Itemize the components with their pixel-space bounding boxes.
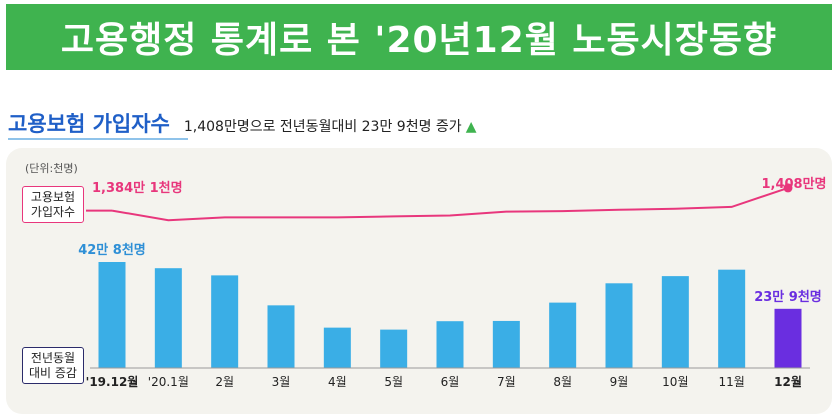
x-tick-label-9: 9월 xyxy=(610,375,629,389)
x-tick-label-5: 5월 xyxy=(384,375,403,389)
x-tick-label-2: 2월 xyxy=(215,375,234,389)
x-tick-label-4: 4월 xyxy=(328,375,347,389)
section-title: 고용보험 가입자수 xyxy=(8,112,170,136)
bar-4 xyxy=(323,327,351,368)
title-banner: 고용행정 통계로 본 '20년12월 노동시장동향 xyxy=(6,4,832,70)
bar-3 xyxy=(267,305,295,368)
x-tick-label-8: 8월 xyxy=(553,375,572,389)
bar-1 xyxy=(154,268,182,368)
section-description: 1,408만명으로 전년동월대비 23만 9천명 증가 xyxy=(183,119,462,135)
section-header: 고용보험 가입자수 1,408만명으로 전년동월대비 23만 9천명 증가 ▲ xyxy=(8,108,476,138)
x-tick-label-6: 6월 xyxy=(441,375,460,389)
x-tick-label-0: '19.12월 xyxy=(86,374,139,389)
unit-label: (단위:천명) xyxy=(25,162,78,175)
insured-label-line-2: 가입자수 xyxy=(30,205,76,219)
bar-6 xyxy=(436,321,464,368)
bar-value-label-12: 23만 9천명 xyxy=(754,289,822,305)
bar-value-label-0: 42만 8천명 xyxy=(78,242,146,258)
yoy-label-line-2: 대비 증감 xyxy=(29,366,77,380)
x-tick-label-11: 11월 xyxy=(719,375,745,389)
section-underline xyxy=(8,138,188,140)
x-tick-label-10: 10월 xyxy=(662,375,688,389)
bar-5 xyxy=(380,329,408,368)
insured-line-end-marker xyxy=(783,183,793,193)
insured-series-label: 고용보험 가입자수 xyxy=(22,186,84,223)
x-tick-label-3: 3월 xyxy=(272,375,291,389)
yoy-series-label: 전년동월 대비 증감 xyxy=(22,347,84,384)
insured-label-line-1: 고용보험 xyxy=(30,190,76,204)
bar-2 xyxy=(211,275,239,368)
up-arrow-icon: ▲ xyxy=(465,119,477,135)
x-tick-label-12: 12월 xyxy=(774,374,802,389)
bar-0 xyxy=(98,262,126,368)
bar-10 xyxy=(661,276,689,368)
chart-panel xyxy=(6,148,832,414)
bar-9 xyxy=(605,283,633,368)
yoy-label-line-1: 전년동월 xyxy=(30,351,76,365)
bar-8 xyxy=(549,302,577,368)
bar-7 xyxy=(492,320,520,368)
bar-11 xyxy=(718,269,746,368)
x-tick-label-1: '20.1월 xyxy=(148,375,189,389)
insured-line xyxy=(111,186,789,222)
page-title: 고용행정 통계로 본 '20년12월 노동시장동향 xyxy=(60,20,778,61)
line-value-label-0: 1,384만 1천명 xyxy=(92,180,183,196)
x-tick-label-7: 7월 xyxy=(497,375,516,389)
bar-12 xyxy=(774,308,802,368)
line-value-label-12: 1,408만명 xyxy=(761,176,826,192)
